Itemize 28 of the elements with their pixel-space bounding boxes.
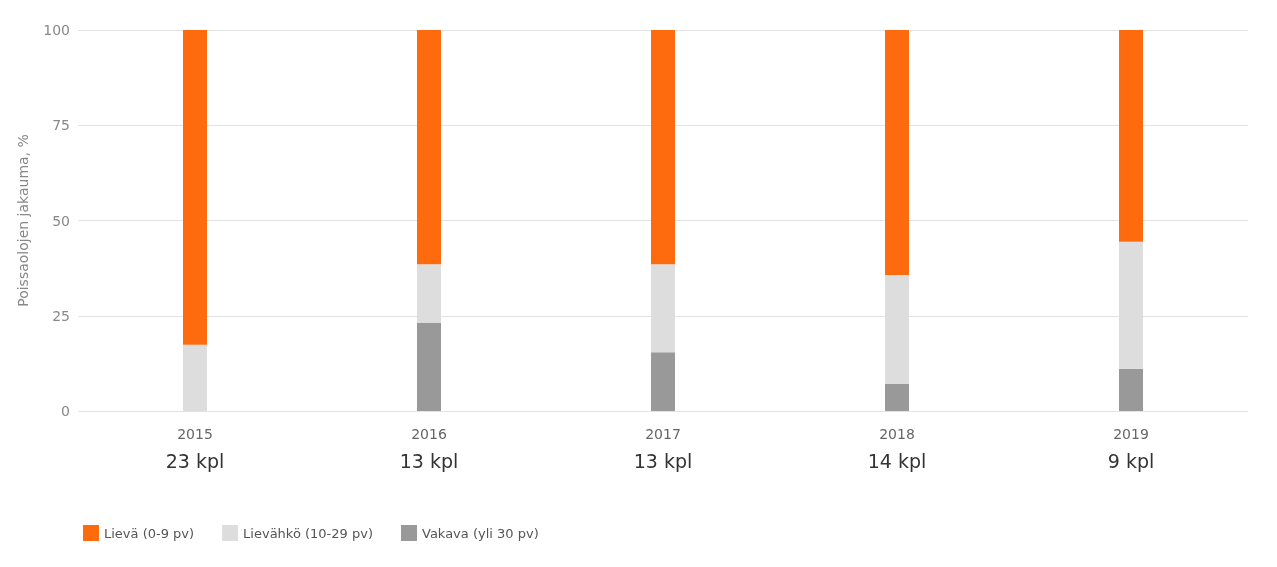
legend-label: Lievä (0-9 pv) (104, 525, 195, 541)
y-tick-label: 75 (52, 117, 70, 134)
bar (651, 352, 675, 411)
legend-label: Vakava (yli 30 pv) (422, 525, 539, 541)
bar (1119, 30, 1143, 242)
bar (651, 30, 675, 265)
bar (1119, 368, 1143, 411)
x-tick-label: 2015 (177, 426, 213, 442)
bar (885, 383, 909, 411)
y-axis-title: Poissaolojen jakauma, % (15, 134, 31, 307)
text: 23 kpl (165, 449, 225, 472)
y-tick-label: 50 (52, 212, 70, 229)
x-tick-label: 2019 (1113, 426, 1149, 442)
bar (417, 322, 441, 411)
y-tick-label: 0 (61, 403, 70, 419)
text: 13 kpl (633, 449, 693, 472)
y-tick-label: 25 (52, 307, 70, 324)
text: 13 kpl (399, 449, 459, 472)
legend-label: Lievähkö (10-29 pv) (243, 525, 373, 541)
bar (885, 30, 909, 275)
x-tick-label: 2017 (645, 426, 681, 442)
x-tick-label: 2018 (879, 426, 915, 442)
y-tick-label: 100 (43, 22, 70, 38)
bar (417, 30, 441, 265)
bar (183, 30, 207, 345)
x-tick-label: 2016 (411, 426, 447, 442)
text: 14 kpl (867, 449, 927, 472)
text: 9 kpl (1107, 449, 1155, 472)
